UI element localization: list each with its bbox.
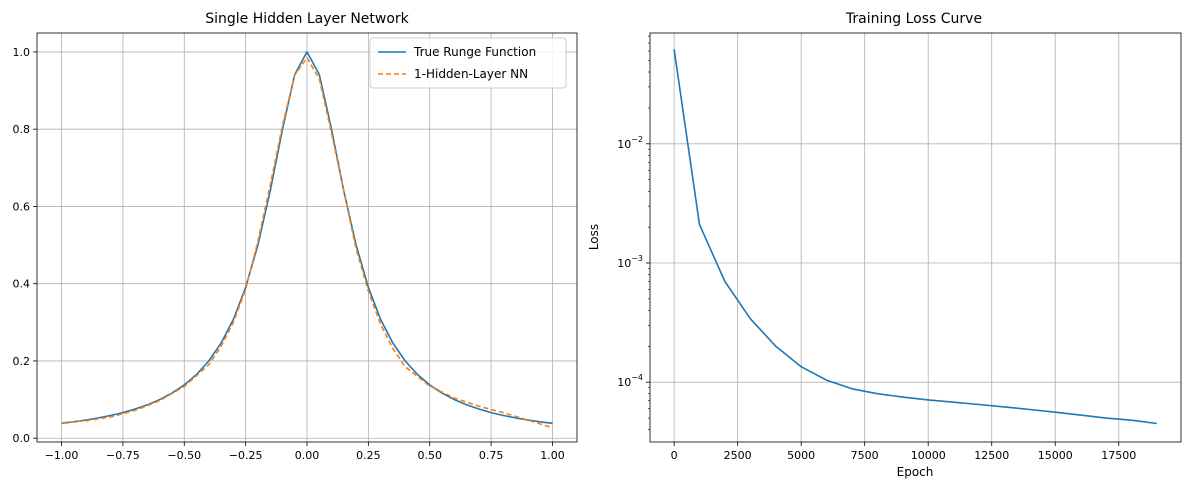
- runge-y-tick-label: 0.6: [13, 200, 31, 213]
- runge-ticks: −1.00 −0.75 −0.50 −0.25 0.00 0.25 0.50 0.75 1.00…: [13, 46, 565, 462]
- runge-y-tick-label: 0.2: [13, 355, 31, 368]
- runge-grid: [37, 33, 577, 442]
- loss-x-tick-label: 17500: [1101, 449, 1136, 462]
- runge-x-tick-label: 1.00: [540, 449, 565, 462]
- loss-series: [673, 49, 1158, 425]
- runge-legend: True Runge Function 1-Hidden-Layer NN: [369, 37, 567, 89]
- loss-x-tick-label: 15000: [1038, 449, 1073, 462]
- loss-x-tick-label: 12500: [974, 449, 1009, 462]
- runge-series-line-0: [61, 51, 553, 425]
- runge-y-tick-label: 0.8: [13, 123, 31, 136]
- loss-grid: [650, 33, 1181, 442]
- runge-series: [61, 51, 553, 429]
- loss-y-axis-label: Loss: [587, 224, 601, 250]
- loss-plot-title: Training Loss Curve: [845, 11, 982, 27]
- runge-x-tick-label: 0.25: [356, 449, 381, 462]
- runge-y-tick-label: 1.0: [13, 46, 31, 59]
- loss-x-tick-label: 0: [671, 449, 678, 462]
- loss-plot-panel: Training Loss Curve 0 2500 5000 7500 10000 12…: [587, 11, 1182, 479]
- loss-ticks: 0 2500 5000 7500 10000 12500 15000 17500 10−4 10−…: [617, 35, 1136, 462]
- runge-plot-title: Single Hidden Layer Network: [205, 11, 409, 27]
- loss-x-tick-label: 5000: [787, 449, 815, 462]
- runge-x-tick-label: 0.50: [417, 449, 442, 462]
- runge-y-tick-label: 0.4: [13, 278, 31, 291]
- runge-x-tick-label: −0.25: [229, 449, 263, 462]
- runge-series-line-1: [61, 56, 553, 429]
- runge-plot-panel: Single Hidden Layer Network −1.00 −0.75 −0…: [13, 11, 578, 462]
- legend-box: [369, 37, 567, 89]
- loss-y-tick-label: 10−3: [617, 254, 643, 270]
- loss-x-tick-label: 7500: [851, 449, 879, 462]
- runge-x-tick-label: 0.00: [295, 449, 320, 462]
- runge-x-tick-label: −1.00: [45, 449, 79, 462]
- runge-plot-frame: [36, 32, 578, 443]
- loss-y-tick-label: 10−4: [617, 373, 643, 389]
- loss-x-tick-label: 2500: [724, 449, 752, 462]
- runge-x-tick-label: −0.75: [106, 449, 140, 462]
- legend-label-true-runge: True Runge Function: [413, 45, 536, 59]
- runge-y-tick-label: 0.0: [13, 432, 31, 445]
- loss-x-axis-label: Epoch: [897, 465, 934, 479]
- runge-x-tick-label: 0.75: [479, 449, 504, 462]
- loss-y-tick-label: 10−2: [617, 135, 643, 151]
- loss-series-line-0: [673, 49, 1158, 425]
- loss-x-tick-label: 10000: [911, 449, 946, 462]
- legend-label-nn: 1-Hidden-Layer NN: [414, 67, 528, 81]
- runge-x-tick-label: −0.50: [167, 449, 201, 462]
- loss-plot-frame: [649, 32, 1182, 443]
